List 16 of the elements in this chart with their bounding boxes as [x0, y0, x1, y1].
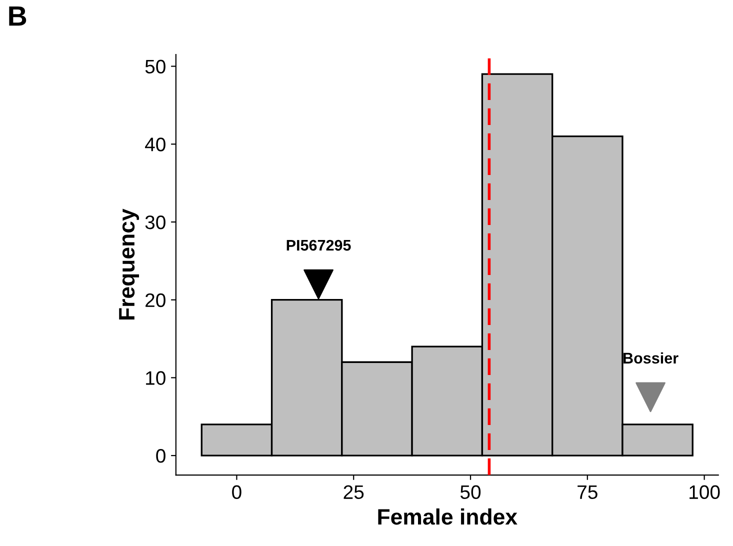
y-tick-label: 10 — [146, 371, 166, 385]
y-tick-label: 20 — [146, 293, 166, 308]
y-tick-label: 50 — [145, 60, 166, 74]
series-label: PI567295 — [286, 240, 351, 251]
y-tick-label: 30 — [145, 215, 166, 230]
y-tick-label: 40 — [145, 138, 166, 152]
x-tick-label: 0 — [232, 485, 242, 500]
x-axis-title: Female index — [378, 508, 518, 525]
x-tick-label: 50 — [460, 485, 481, 500]
x-tick-label: 25 — [344, 485, 364, 500]
x-tick-label: 100 — [690, 485, 720, 500]
y-axis-title: Frequency — [119, 208, 140, 320]
series-label: Bossier — [624, 352, 678, 364]
x-tick-label: 75 — [578, 485, 598, 500]
y-tick-label: 0 — [156, 449, 166, 463]
text: B — [9, 6, 26, 26]
